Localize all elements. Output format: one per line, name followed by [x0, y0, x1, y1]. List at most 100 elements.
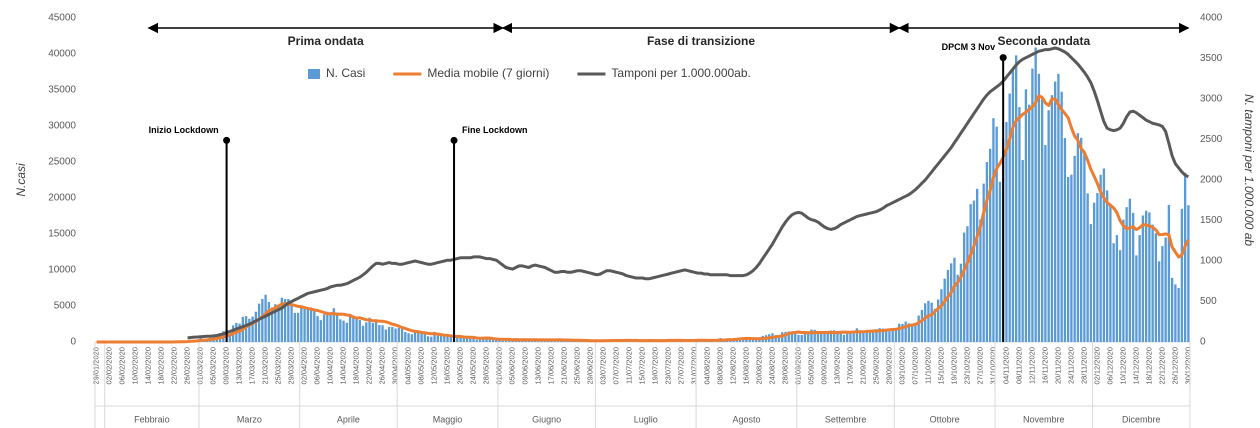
bar — [443, 336, 446, 342]
bar — [339, 319, 342, 342]
y-tick-label: 45000 — [48, 13, 76, 24]
x-tick-label: 20/08/2020 — [754, 347, 763, 385]
bar — [1151, 224, 1154, 342]
bar — [1170, 277, 1174, 342]
bar — [976, 188, 979, 342]
x-tick-label: 06/04/2020 — [313, 347, 322, 385]
bar — [872, 330, 875, 342]
bar — [803, 332, 807, 342]
bar — [248, 318, 251, 342]
annotation-dot — [223, 136, 231, 144]
x-tick-label: 19/07/2020 — [650, 347, 659, 385]
bar — [345, 322, 348, 342]
phase-label: Seconda ondata — [997, 34, 1090, 48]
bar — [1092, 202, 1096, 342]
legend-label: Tamponi per 1.000.000ab. — [611, 66, 750, 80]
x-tick-label: 04/08/2020 — [702, 347, 711, 385]
x-tick-label: 20/05/2020 — [456, 347, 465, 385]
bar — [420, 332, 423, 342]
bar — [280, 297, 284, 342]
x-tick-label: 14/12/2020 — [1131, 347, 1140, 385]
x-tick-label: 09/03/2020 — [222, 347, 231, 385]
bar — [777, 335, 781, 342]
bar — [254, 311, 258, 342]
x-tick-label: 04/05/2020 — [404, 347, 413, 385]
bar — [898, 323, 901, 342]
x-tick-label: 17/09/2020 — [845, 347, 854, 385]
x-tick-label: 24/08/2020 — [767, 347, 776, 385]
bar — [862, 330, 865, 342]
bar — [365, 322, 368, 342]
bar — [1144, 210, 1148, 342]
x-tick-label: 26/02/2020 — [183, 347, 192, 385]
annotation-dot — [999, 54, 1007, 62]
x-tick-label: 28/11/2020 — [1079, 347, 1088, 384]
bar — [257, 303, 261, 342]
month-label: Marzo — [237, 414, 262, 424]
bar — [985, 162, 989, 342]
annotation-label: DPCM 3 Nov — [942, 42, 996, 52]
bar — [810, 329, 813, 342]
bar — [979, 219, 982, 342]
bar — [1161, 246, 1164, 342]
bar — [407, 333, 410, 342]
bar — [917, 315, 920, 342]
bar — [316, 316, 319, 342]
x-tick-label: 19/10/2020 — [949, 347, 958, 385]
x-tick-label: 24/05/2020 — [469, 347, 478, 385]
x-tick-label: 18/04/2020 — [352, 347, 361, 385]
bar — [430, 336, 433, 342]
bar — [924, 303, 927, 342]
bar — [1115, 235, 1119, 342]
bar — [1183, 172, 1187, 342]
y2-tick-label: 500 — [1200, 296, 1217, 307]
x-tick-label: 06/12/2020 — [1105, 347, 1114, 385]
annotation-label: Fine Lockdown — [462, 125, 528, 135]
bar — [992, 118, 995, 343]
bar — [511, 340, 514, 342]
bar — [807, 331, 810, 342]
bar — [478, 339, 482, 342]
x-tick-label: 25/09/2020 — [871, 347, 880, 385]
bar — [784, 331, 787, 342]
x-tick-label: 21/06/2020 — [560, 347, 569, 385]
bar — [911, 325, 914, 342]
x-tick-label: 29/09/2020 — [884, 347, 893, 385]
bar — [462, 337, 465, 342]
bar — [1112, 243, 1115, 342]
y-tick-label: 20000 — [48, 193, 76, 204]
bar — [966, 226, 969, 342]
x-tick-label: 27/07/2020 — [676, 347, 685, 385]
bar — [963, 232, 966, 342]
bar — [1154, 233, 1158, 342]
bar — [378, 325, 381, 342]
bar — [816, 332, 820, 342]
x-tick-label: 10/12/2020 — [1118, 347, 1127, 385]
month-label: Ottobre — [930, 414, 960, 424]
bar — [361, 325, 365, 342]
x-tick-label: 09/09/2020 — [819, 347, 828, 385]
y-tick-label: 30000 — [48, 121, 76, 132]
bar — [1102, 168, 1106, 342]
bar — [1005, 122, 1008, 342]
bar — [423, 334, 426, 342]
bar — [787, 331, 790, 342]
bar — [267, 301, 271, 342]
bar — [1105, 190, 1109, 342]
bar — [797, 334, 800, 342]
bar — [270, 307, 274, 342]
phase-label: Fase di transizione — [647, 34, 755, 48]
bar — [790, 331, 794, 342]
bar — [950, 263, 953, 342]
x-tick-label: 26/12/2020 — [1170, 347, 1179, 385]
bar — [1122, 219, 1125, 342]
y2-tick-label: 2000 — [1200, 175, 1223, 186]
bar — [391, 326, 394, 342]
bar — [800, 334, 803, 342]
month-label: Luglio — [634, 414, 658, 424]
y2-tick-label: 1000 — [1200, 256, 1223, 267]
bar — [1164, 237, 1167, 342]
x-tick-label: 13/03/2020 — [235, 347, 244, 385]
bar — [953, 257, 956, 342]
